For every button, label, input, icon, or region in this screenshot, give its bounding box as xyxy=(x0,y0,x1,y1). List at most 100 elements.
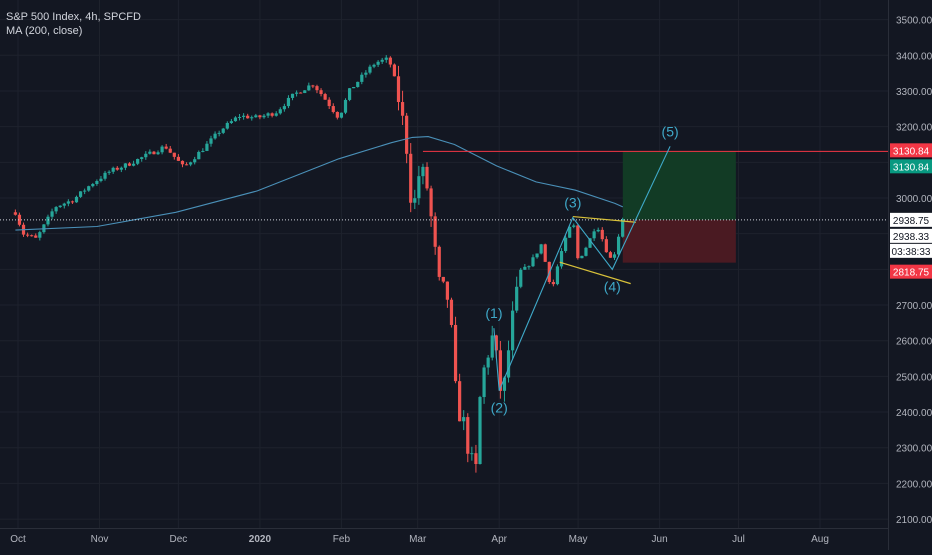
candle-up xyxy=(616,236,621,255)
candle-up xyxy=(266,113,270,116)
time-tick-label: Aug xyxy=(811,534,829,545)
time-axis[interactable]: Oct Nov Dec 2020 Feb Mar Apr May Jun Jul Aug xyxy=(0,528,888,546)
candle-up xyxy=(555,266,560,285)
candle-up xyxy=(83,190,87,192)
price-tag-bg xyxy=(890,212,932,227)
candle-down xyxy=(576,225,580,259)
candle-up xyxy=(78,191,83,197)
candle-down xyxy=(25,234,30,236)
price-tick-label: 2700.00 xyxy=(896,301,932,312)
overlays: (1) (2) (3) (4) (5) xyxy=(0,123,888,416)
candle-up xyxy=(58,205,62,208)
candle-down xyxy=(327,99,331,107)
candle-up xyxy=(286,97,291,107)
price-tick-label: 3200.00 xyxy=(896,123,932,134)
candle-down xyxy=(331,106,335,112)
candle-up xyxy=(588,238,592,248)
channel-line xyxy=(559,261,631,285)
candle-up xyxy=(250,117,254,119)
candle-up xyxy=(307,85,311,91)
candle-down xyxy=(498,350,502,391)
candle-up xyxy=(343,99,348,113)
candle-down xyxy=(543,244,547,262)
candle-up xyxy=(156,152,160,155)
candle-up xyxy=(470,453,474,455)
time-tick-label: Dec xyxy=(170,534,188,545)
price-tick-label: 2500.00 xyxy=(896,372,932,383)
time-tick-label: Feb xyxy=(333,534,351,545)
candle-up xyxy=(205,143,209,151)
candle-down xyxy=(433,216,437,247)
candle-down xyxy=(551,282,555,285)
candle-up xyxy=(119,167,123,170)
candle-up xyxy=(217,132,221,134)
candle-up xyxy=(462,417,466,422)
candle-down xyxy=(34,235,38,238)
candle-down xyxy=(445,281,449,300)
price-tag-bg xyxy=(890,228,932,243)
candle-up xyxy=(197,151,201,160)
candle-up xyxy=(111,167,115,172)
price-tick-label: 3000.00 xyxy=(896,194,932,205)
candle-up xyxy=(580,255,584,259)
candle-down xyxy=(405,115,409,154)
candle-up xyxy=(356,81,360,87)
candle-down xyxy=(172,152,176,157)
candle-up xyxy=(189,162,193,165)
candle-up xyxy=(535,253,539,258)
candle-down xyxy=(311,85,315,87)
candle-down xyxy=(152,151,156,155)
candle-down xyxy=(494,335,498,351)
candle-up xyxy=(347,88,352,100)
candle-down xyxy=(315,86,319,91)
candle-up xyxy=(490,335,494,358)
target-zone xyxy=(622,151,736,220)
candle-down xyxy=(258,115,262,118)
candle-up xyxy=(38,232,42,238)
price-tick-label: 2400.00 xyxy=(896,408,932,419)
position-zones xyxy=(622,151,736,263)
candle-up xyxy=(42,224,46,233)
symbol-title: S&P 500 Index, 4h, SPCFD xyxy=(6,11,141,23)
candle-up xyxy=(376,61,380,65)
candle-down xyxy=(176,156,180,161)
candle-down xyxy=(449,299,454,325)
ma-line xyxy=(15,136,624,231)
price-tag-label: 2938.75 xyxy=(893,216,930,227)
candle-up xyxy=(506,350,511,378)
candle-up xyxy=(148,151,152,154)
candle-down xyxy=(474,453,478,465)
candle-down xyxy=(17,214,22,225)
candle-down xyxy=(30,235,34,237)
stop-zone xyxy=(622,219,736,263)
candle-up xyxy=(107,171,111,173)
candle-down xyxy=(13,212,17,215)
price-tick-label: 2300.00 xyxy=(896,444,932,455)
candle-up xyxy=(511,310,515,351)
candle-up xyxy=(282,106,286,110)
candle-up xyxy=(519,269,523,287)
grid xyxy=(0,0,888,528)
candle-up xyxy=(123,163,128,168)
candle-up xyxy=(294,92,299,94)
candle-down xyxy=(299,92,303,94)
candle-down xyxy=(608,252,613,258)
candle-up xyxy=(262,115,266,118)
channel-line xyxy=(572,215,636,223)
candle-up xyxy=(62,203,66,206)
price-tag-bg xyxy=(890,159,932,174)
candle-down xyxy=(392,64,397,77)
candle-up xyxy=(478,397,482,465)
wave-label: (5) xyxy=(662,123,679,139)
candle-up xyxy=(559,251,564,267)
price-tag-label: 03:38:33 xyxy=(892,247,931,258)
candle-up xyxy=(229,121,233,123)
price-tag-bg xyxy=(890,264,932,279)
candle-up xyxy=(568,226,572,238)
candle-down xyxy=(270,113,274,116)
candle-up xyxy=(421,166,425,177)
candle-up xyxy=(237,116,242,118)
candle-up xyxy=(384,57,388,60)
